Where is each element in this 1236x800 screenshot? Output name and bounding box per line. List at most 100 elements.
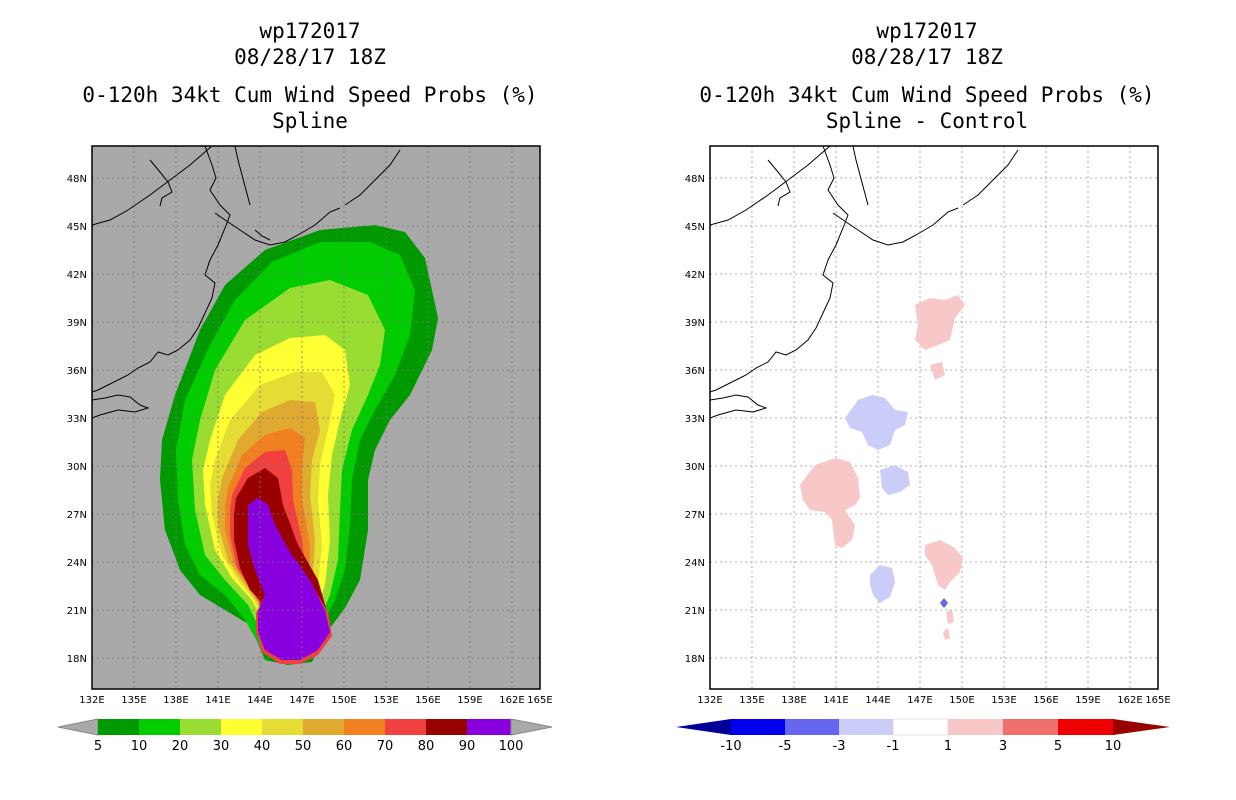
right-colorbar: -10 -5 -3 -1 1 3 5 10 — [676, 718, 1170, 754]
left-map: 48N 45N 42N 39N 36N 33N 30N 27N 24N 21N … — [67, 145, 553, 706]
right-title-block: wp172017 08/28/17 18Z 0-120h 34kt Cum Wi… — [647, 18, 1207, 134]
lon-tick: 135E — [739, 695, 764, 706]
colorbar-under-arrow — [676, 719, 731, 735]
positive-blob — [946, 610, 954, 624]
lat-tick: 27N — [67, 510, 87, 521]
lon-tick: 138E — [163, 695, 188, 706]
positive-blob — [930, 362, 945, 380]
lat-tick: 30N — [685, 462, 705, 473]
right-map: 48N 45N 42N 39N 36N 33N 30N 27N 24N 21N … — [685, 145, 1171, 706]
right-gridlines — [710, 146, 1158, 689]
contour-100 — [248, 498, 330, 660]
colorbar-label: -5 — [779, 739, 792, 754]
left-product-title: 0-120h 34kt Cum Wind Speed Probs (%) — [82, 83, 538, 107]
left-title-block: wp172017 08/28/17 18Z 0-120h 34kt Cum Wi… — [30, 18, 590, 134]
lat-tick: 24N — [67, 558, 87, 569]
lon-tick: 156E — [415, 695, 440, 706]
lat-tick: 36N — [67, 366, 87, 377]
lat-tick: 48N — [685, 174, 705, 185]
right-map-frame — [709, 145, 1159, 690]
right-storm-id: wp172017 — [876, 19, 978, 43]
right-coastlines — [710, 146, 1019, 419]
lon-tick: 135E — [121, 695, 146, 706]
right-date: 08/28/17 18Z — [851, 45, 1003, 69]
lat-tick: 39N — [685, 318, 705, 329]
lat-tick: 42N — [67, 270, 87, 281]
colorbar-over-arrow — [510, 718, 553, 736]
colorbar-label: 5 — [94, 739, 102, 754]
lon-tick: 159E — [1075, 695, 1100, 706]
left-date: 08/28/17 18Z — [234, 45, 386, 69]
colorbar-label: 60 — [336, 739, 353, 754]
lon-tick: 150E — [331, 695, 356, 706]
lon-tick: 153E — [373, 695, 398, 706]
lon-tick: 162E — [499, 695, 524, 706]
colorbar-label: 10 — [1105, 739, 1122, 754]
colorbar-label: 3 — [999, 739, 1007, 754]
left-lat-ticks: 48N 45N 42N 39N 36N 33N 30N 27N 24N 21N … — [67, 174, 87, 665]
lon-tick: 159E — [457, 695, 482, 706]
lat-tick: 18N — [67, 654, 87, 665]
left-subtitle: Spline — [272, 109, 348, 133]
lon-tick: 153E — [991, 695, 1016, 706]
colorbar-label: -10 — [720, 739, 741, 754]
lat-tick: 45N — [685, 222, 705, 233]
colorbar-label: 80 — [418, 739, 435, 754]
negative-blob — [940, 598, 948, 608]
lat-tick: 27N — [685, 510, 705, 521]
colorbar-label: 70 — [377, 739, 394, 754]
colorbar-label: 20 — [172, 739, 189, 754]
colorbar-label: 100 — [499, 739, 524, 754]
positive-blob — [943, 628, 950, 640]
left-probability-contours — [92, 146, 540, 689]
negative-blob — [870, 565, 895, 603]
left-coastlines — [92, 146, 401, 419]
right-lon-ticks: 132E 135E 138E 141E 144E 147E 150E 153E … — [697, 695, 1170, 706]
lat-tick: 18N — [685, 654, 705, 665]
lat-tick: 21N — [67, 606, 87, 617]
lon-tick: 144E — [247, 695, 272, 706]
lon-tick: 132E — [697, 695, 722, 706]
lon-tick: 138E — [781, 695, 806, 706]
colorbar-label: 10 — [131, 739, 148, 754]
lon-tick: 150E — [949, 695, 974, 706]
colorbar-label: 50 — [295, 739, 312, 754]
negative-blob — [845, 395, 908, 450]
colorbar-under-arrow — [57, 718, 99, 736]
lat-tick: 24N — [685, 558, 705, 569]
left-map-frame — [91, 145, 541, 690]
lat-tick: 21N — [685, 606, 705, 617]
positive-blob — [800, 458, 860, 548]
lon-tick: 147E — [289, 695, 314, 706]
left-lon-ticks: 132E 135E 138E 141E 144E 147E 150E 153E … — [79, 695, 552, 706]
lon-tick: 144E — [865, 695, 890, 706]
lat-tick: 36N — [685, 366, 705, 377]
lat-tick: 33N — [685, 414, 705, 425]
positive-blob — [915, 295, 965, 350]
colorbar-label: 90 — [459, 739, 476, 754]
colorbar-label: 30 — [213, 739, 230, 754]
lat-tick: 48N — [67, 174, 87, 185]
right-subtitle: Spline - Control — [825, 109, 1029, 133]
lon-tick: 162E — [1117, 695, 1142, 706]
colorbar-label: -1 — [887, 739, 900, 754]
right-lat-ticks: 48N 45N 42N 39N 36N 33N 30N 27N 24N 21N … — [685, 174, 705, 665]
colorbar-label: -3 — [833, 739, 846, 754]
lat-tick: 33N — [67, 414, 87, 425]
lat-tick: 39N — [67, 318, 87, 329]
colorbar-over-arrow — [1113, 719, 1170, 735]
right-product-title: 0-120h 34kt Cum Wind Speed Probs (%) — [699, 83, 1155, 107]
left-storm-id: wp172017 — [259, 19, 361, 43]
lon-tick: 141E — [205, 695, 230, 706]
left-colorbar: 5 10 20 30 40 50 60 70 80 90 100 — [57, 718, 553, 754]
lon-tick: 147E — [907, 695, 932, 706]
lon-tick: 165E — [527, 695, 552, 706]
colorbar-label: 5 — [1054, 739, 1062, 754]
lat-tick: 30N — [67, 462, 87, 473]
lon-tick: 132E — [79, 695, 104, 706]
lon-tick: 141E — [823, 695, 848, 706]
right-difference-blobs — [800, 295, 965, 640]
left-gridlines — [92, 146, 540, 689]
lon-tick: 165E — [1145, 695, 1170, 706]
